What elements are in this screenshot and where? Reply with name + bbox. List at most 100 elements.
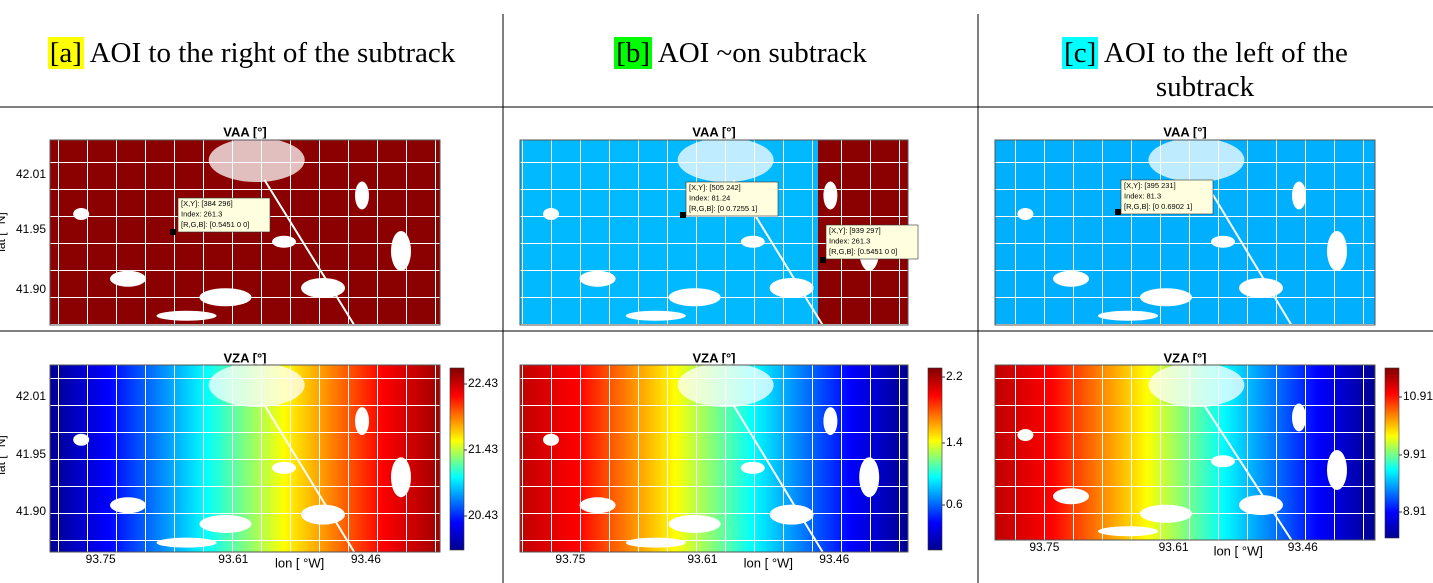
datatip — [825, 224, 919, 260]
water-patch — [1292, 181, 1306, 210]
water-patch — [823, 407, 838, 436]
x-tick-label: 93.61 — [218, 552, 248, 566]
datatip-text: [R,G,B]: [0.5451 0 0] — [829, 247, 897, 256]
x-tick-label: 93.75 — [1029, 540, 1059, 554]
water-patch — [1327, 450, 1347, 490]
colorbar-tick-label: 22.43 — [468, 376, 498, 390]
map-frame — [519, 364, 909, 553]
colorbar-tick-label: 0.6 — [946, 497, 963, 511]
x-tick-label: 93.46 — [819, 552, 849, 566]
panel-tag: [b] — [614, 37, 653, 69]
water-patch — [301, 278, 345, 298]
water-patch — [1239, 495, 1283, 515]
water-patch — [1053, 488, 1089, 505]
colorbar-tick-label: 21.43 — [468, 442, 498, 456]
river — [1203, 179, 1293, 326]
town-area — [1148, 363, 1245, 407]
water-patch — [272, 461, 296, 474]
colorbar-tick-label: 8.91 — [1403, 504, 1427, 518]
water-patch — [110, 270, 146, 287]
y-axis-label: lat [ °N] — [0, 435, 8, 474]
water-patch — [156, 310, 217, 321]
x-axis-label: lon [ °W] — [275, 555, 324, 570]
water-patch — [1140, 288, 1192, 307]
water-patch — [769, 278, 814, 298]
water-patch — [156, 537, 217, 548]
water-patch — [823, 181, 838, 210]
map-title: VAA [°] — [223, 124, 266, 139]
y-tick-label: 41.95 — [16, 222, 46, 236]
datatip-text: [X,Y]: [939 297] — [829, 226, 881, 235]
town-area — [1148, 138, 1245, 182]
water-patch — [668, 514, 721, 533]
datatip-marker — [680, 212, 686, 218]
water-patch — [625, 537, 686, 548]
map-frame — [49, 364, 441, 553]
datatip-text: Index: 81.3 — [1124, 191, 1161, 200]
water-patch — [1140, 504, 1192, 523]
y-tick-label: 42.01 — [16, 389, 46, 403]
water-patch — [579, 497, 616, 514]
water-patch — [1017, 208, 1034, 220]
colorbar — [449, 367, 465, 551]
y-tick-label: 41.90 — [16, 504, 46, 518]
town-area — [677, 138, 774, 182]
water-patch — [1239, 278, 1283, 298]
y-tick-label: 42.01 — [16, 167, 46, 181]
water-patch — [579, 270, 616, 287]
water-patch — [668, 288, 721, 307]
water-patch — [769, 504, 814, 525]
datatip-text: [R,G,B]: [0 0.6902 1] — [1124, 202, 1192, 211]
map-frame — [994, 364, 1376, 541]
y-tick-label: 41.90 — [16, 282, 46, 296]
datatip-text: [X,Y]: [384 296] — [181, 199, 233, 208]
datatip — [1120, 179, 1214, 215]
datatip-text: [R,G,B]: [0 0.7255 1] — [689, 204, 757, 213]
water-patch — [740, 461, 765, 474]
water-patch — [355, 181, 369, 210]
water-patch — [73, 208, 90, 220]
x-tick-label: 93.46 — [351, 552, 381, 566]
water-patch — [543, 433, 560, 446]
x-axis-label: lon [ °W] — [1214, 543, 1263, 558]
water-patch — [110, 497, 146, 514]
river — [732, 404, 824, 553]
water-patch — [543, 208, 560, 220]
water-patch — [1211, 455, 1235, 468]
map-title: VZA [°] — [1164, 350, 1207, 365]
datatip-text: [R,G,B]: [0.5451 0 0] — [181, 220, 249, 229]
water-patch — [199, 288, 252, 307]
town-area — [208, 363, 305, 407]
x-tick-label: 93.61 — [1159, 540, 1189, 554]
water-patch — [355, 407, 369, 436]
column-header: [c] AOI to the left of the subtrack — [1010, 36, 1400, 104]
datatip-marker — [170, 229, 176, 235]
water-patch — [1017, 429, 1034, 441]
water-patch — [1327, 231, 1347, 271]
column-header: [a] AOI to the right of the subtrack — [0, 36, 503, 70]
colorbar-tick-label: 10.91 — [1403, 389, 1433, 403]
water-patch — [199, 514, 252, 533]
panel-title: AOI ~on subtrack — [657, 37, 867, 69]
water-patch — [391, 457, 411, 498]
river — [263, 179, 356, 326]
map-frame — [49, 139, 441, 326]
datatip-marker — [820, 257, 826, 263]
colorbar-tick-label: 9.91 — [1403, 447, 1427, 461]
map-title: VZA [°] — [693, 350, 736, 365]
water-patch — [1292, 403, 1306, 432]
water-patch — [1098, 526, 1158, 537]
x-tick-label: 93.75 — [86, 552, 116, 566]
town-area — [208, 138, 305, 182]
water-patch — [301, 504, 345, 525]
y-axis-label: lat [ °N] — [0, 212, 8, 251]
map-title: VZA [°] — [224, 350, 267, 365]
datatip-marker — [1115, 209, 1121, 215]
panel-tag: [a] — [47, 37, 84, 69]
x-tick-label: 93.61 — [687, 552, 717, 566]
water-patch — [73, 433, 90, 446]
water-patch — [272, 235, 296, 248]
water-patch — [625, 310, 686, 321]
column-header: [b] AOI ~on subtrack — [503, 36, 978, 70]
